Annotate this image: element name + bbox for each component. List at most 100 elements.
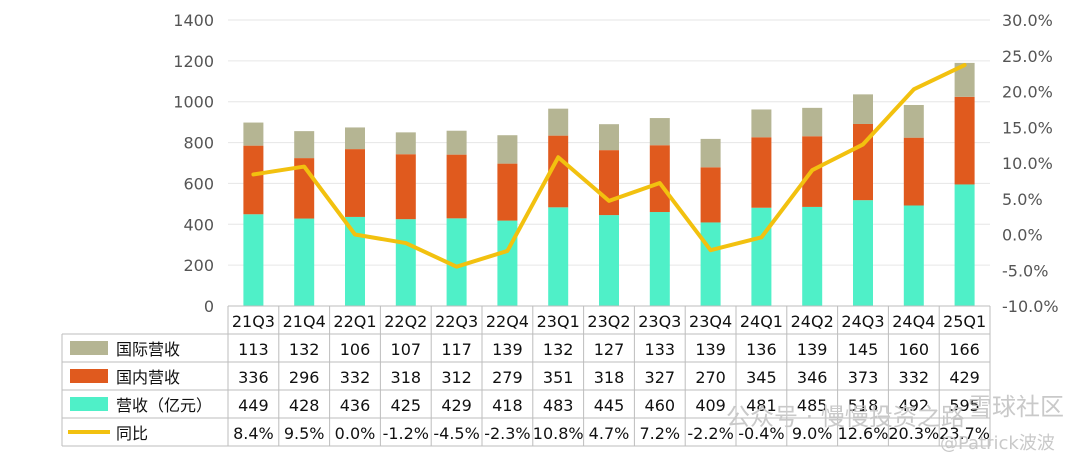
data-label: 332: [899, 368, 930, 387]
x-tick-label: 23Q3: [638, 312, 681, 331]
data-label: 346: [797, 368, 828, 387]
bar-domestic: [446, 154, 467, 219]
y-left-tick-label: 1400: [173, 11, 214, 30]
data-label: 428: [289, 396, 320, 415]
y-left-tick-label: 200: [183, 256, 214, 275]
data-label: 485: [797, 396, 828, 415]
y-right-tick-label: 15.0%: [1002, 118, 1053, 137]
bar-international: [395, 132, 416, 155]
data-label: 518: [848, 396, 879, 415]
data-label: 332: [340, 368, 371, 387]
data-label: 139: [492, 340, 523, 359]
watermark-text: 公众号 · 慢慢投资之路: [726, 403, 965, 431]
data-label: 9.0%: [792, 424, 833, 443]
data-label: 409: [695, 396, 726, 415]
y-right-tick-label: -5.0%: [1002, 261, 1048, 280]
y-left-tick-label: 1000: [173, 93, 214, 112]
bar-revenue: [649, 212, 670, 306]
bar-international: [649, 118, 670, 146]
bar-international: [903, 104, 924, 138]
data-label: 23.7%: [939, 424, 990, 443]
bar-revenue: [243, 214, 264, 306]
data-label: 312: [441, 368, 472, 387]
bar-international: [700, 138, 721, 168]
data-label: 10.8%: [533, 424, 584, 443]
data-label: 327: [645, 368, 676, 387]
data-label: 425: [391, 396, 422, 415]
y-right-tick-label: -10.0%: [1002, 297, 1059, 316]
bar-revenue: [497, 220, 518, 306]
bar-revenue: [751, 207, 772, 306]
data-label: 4.7%: [589, 424, 630, 443]
data-label: 318: [391, 368, 422, 387]
data-label: 166: [949, 340, 980, 359]
bar-domestic: [395, 154, 416, 220]
x-tick-label: 24Q4: [892, 312, 935, 331]
x-tick-label: 22Q4: [486, 312, 529, 331]
bar-revenue: [903, 205, 924, 306]
watermark-text: @Patrick波波: [940, 433, 1055, 454]
x-tick-label: 25Q1: [943, 312, 986, 331]
x-tick-label: 23Q4: [689, 312, 732, 331]
bar-international: [954, 62, 975, 97]
data-label: -2.3%: [484, 424, 530, 443]
bar-revenue: [294, 218, 315, 306]
legend-key: [70, 341, 108, 355]
data-label: 133: [645, 340, 676, 359]
bar-international: [853, 94, 873, 124]
bar-domestic: [853, 123, 873, 201]
bar-international: [345, 127, 365, 150]
data-label: 449: [238, 396, 269, 415]
data-label: 460: [645, 396, 676, 415]
data-label: 113: [238, 340, 269, 359]
bar-international: [243, 122, 264, 146]
data-label: 345: [746, 368, 777, 387]
data-label: 429: [949, 368, 980, 387]
data-label: 12.6%: [838, 424, 889, 443]
bar-revenue: [446, 218, 467, 306]
legend-label: 国际营收: [116, 340, 180, 359]
bar-international: [294, 131, 315, 159]
bar-revenue: [599, 215, 619, 306]
data-label: 436: [340, 396, 371, 415]
x-tick-label: 21Q3: [232, 312, 275, 331]
data-label: 136: [746, 340, 777, 359]
data-label: 127: [594, 340, 625, 359]
y-right-tick-label: 10.0%: [1002, 154, 1053, 173]
bar-international: [751, 109, 772, 138]
legend-label: 同比: [116, 424, 148, 443]
data-label: 132: [289, 340, 320, 359]
x-tick-label: 22Q2: [384, 312, 427, 331]
data-label: 492: [899, 396, 930, 415]
bar-domestic: [954, 96, 975, 185]
bar-international: [497, 135, 518, 164]
y-right-tick-label: 0.0%: [1002, 226, 1043, 245]
y-left-tick-label: 0: [204, 297, 214, 316]
y-right-tick-label: 20.0%: [1002, 83, 1053, 102]
x-tick-label: 24Q1: [740, 312, 783, 331]
bar-revenue: [548, 207, 569, 306]
data-label: 160: [899, 340, 930, 359]
x-tick-label: 23Q1: [537, 312, 580, 331]
bar-international: [802, 107, 823, 137]
data-label: 145: [848, 340, 879, 359]
data-label: 132: [543, 340, 574, 359]
y-left-tick-label: 400: [183, 215, 214, 234]
data-label: 139: [797, 340, 828, 359]
data-label: 481: [746, 396, 777, 415]
bar-domestic: [751, 137, 772, 208]
data-label: 107: [391, 340, 422, 359]
x-tick-label: 23Q2: [587, 312, 630, 331]
data-label: 483: [543, 396, 574, 415]
legend-key: [70, 369, 108, 383]
data-label: 139: [695, 340, 726, 359]
y-right-tick-label: 5.0%: [1002, 190, 1043, 209]
bar-international: [446, 130, 467, 155]
bar-domestic: [345, 149, 365, 217]
data-label: 429: [441, 396, 472, 415]
data-label: 279: [492, 368, 523, 387]
x-tick-label: 24Q2: [791, 312, 834, 331]
x-tick-label: 24Q3: [841, 312, 884, 331]
x-tick-label: 22Q1: [333, 312, 376, 331]
